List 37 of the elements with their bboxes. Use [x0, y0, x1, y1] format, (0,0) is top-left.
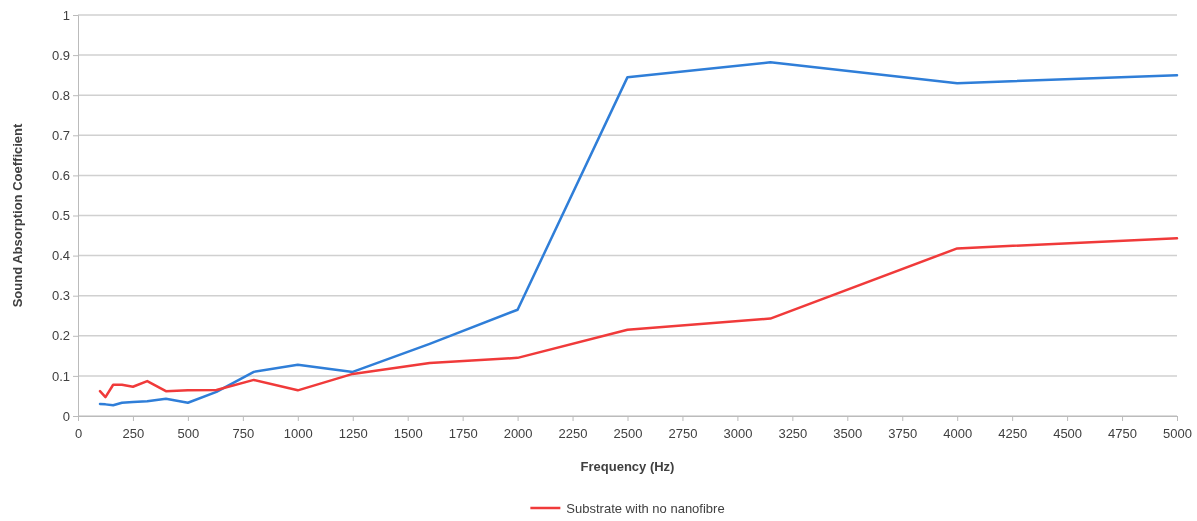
- x-tick-label: 0: [74, 426, 83, 442]
- x-tick-label: 4000: [943, 426, 973, 442]
- x-tick-label: 2750: [668, 426, 698, 442]
- y-tick-label: 0.3: [51, 288, 70, 304]
- x-tick-label: 2500: [613, 426, 643, 442]
- y-tick-label: 0.8: [51, 87, 70, 103]
- legend-label: Substrate with no nanofibre: [566, 500, 725, 516]
- x-tick-label: 250: [122, 426, 145, 442]
- y-tick-label: 0.4: [51, 248, 70, 264]
- x-tick-label: 2250: [558, 426, 588, 442]
- x-tick-label: 3750: [888, 426, 918, 442]
- x-tick-label: 2000: [503, 426, 533, 442]
- x-tick-label: 1500: [393, 426, 423, 442]
- line-series: [98, 237, 1179, 399]
- y-tick-label: 0.9: [51, 47, 70, 63]
- x-tick-label: 500: [177, 426, 200, 442]
- x-tick-label: 5000: [1163, 426, 1192, 442]
- y-tick-label: 0: [62, 408, 70, 424]
- y-tick-label: 0.7: [51, 127, 70, 143]
- y-tick-label: 1: [62, 7, 70, 23]
- x-tick-label: 750: [232, 426, 255, 442]
- y-tick-label: 0.2: [51, 328, 70, 344]
- x-tick-label: 3000: [723, 426, 753, 442]
- y-tick-label: 0.1: [51, 368, 70, 384]
- x-tick-label: 1250: [338, 426, 368, 442]
- x-tick-label: 1750: [448, 426, 478, 442]
- y-tick-label: 0.6: [51, 168, 70, 184]
- x-tick-label: 4500: [1053, 426, 1083, 442]
- y-axis-title: Sound Absorption Coefficient: [10, 123, 25, 308]
- x-tick-label: 3500: [833, 426, 863, 442]
- y-tick-label: 0.5: [51, 208, 70, 224]
- line-series: [98, 61, 1179, 407]
- x-tick-label: 4750: [1108, 426, 1138, 442]
- x-tick-label: 3250: [778, 426, 808, 442]
- x-tick-label: 4250: [998, 426, 1028, 442]
- x-tick-label: 1000: [283, 426, 313, 442]
- x-axis-title: Frequency (Hz): [580, 459, 675, 474]
